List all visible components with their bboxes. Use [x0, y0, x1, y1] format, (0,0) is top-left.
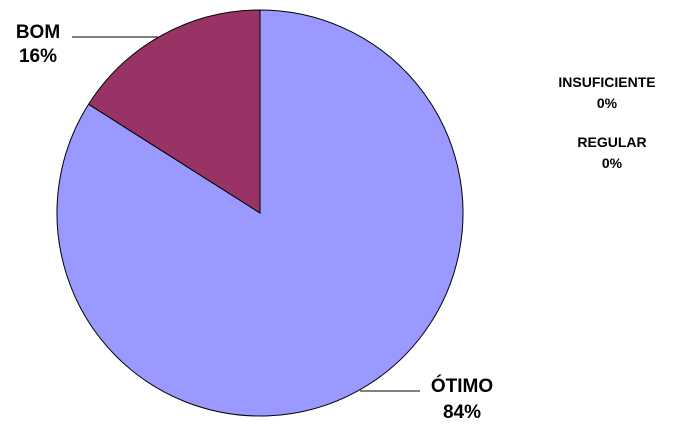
pie-slices — [56, 9, 464, 417]
slice-value-regular: 0% — [602, 155, 623, 171]
slice-label-otimo: ÓTIMO — [431, 375, 493, 397]
slice-label-bom: BOM — [16, 22, 60, 43]
leader-lines — [72, 36, 420, 392]
slice-value-otimo: 84% — [443, 402, 481, 423]
slice-label-insuficiente: INSUFICIENTE — [558, 74, 655, 90]
pie-slice-bom — [87, 9, 261, 214]
slice-value-insuficiente: 0% — [597, 95, 618, 111]
slice-value-bom: 16% — [19, 46, 57, 67]
slice-label-regular: REGULAR — [577, 134, 646, 150]
